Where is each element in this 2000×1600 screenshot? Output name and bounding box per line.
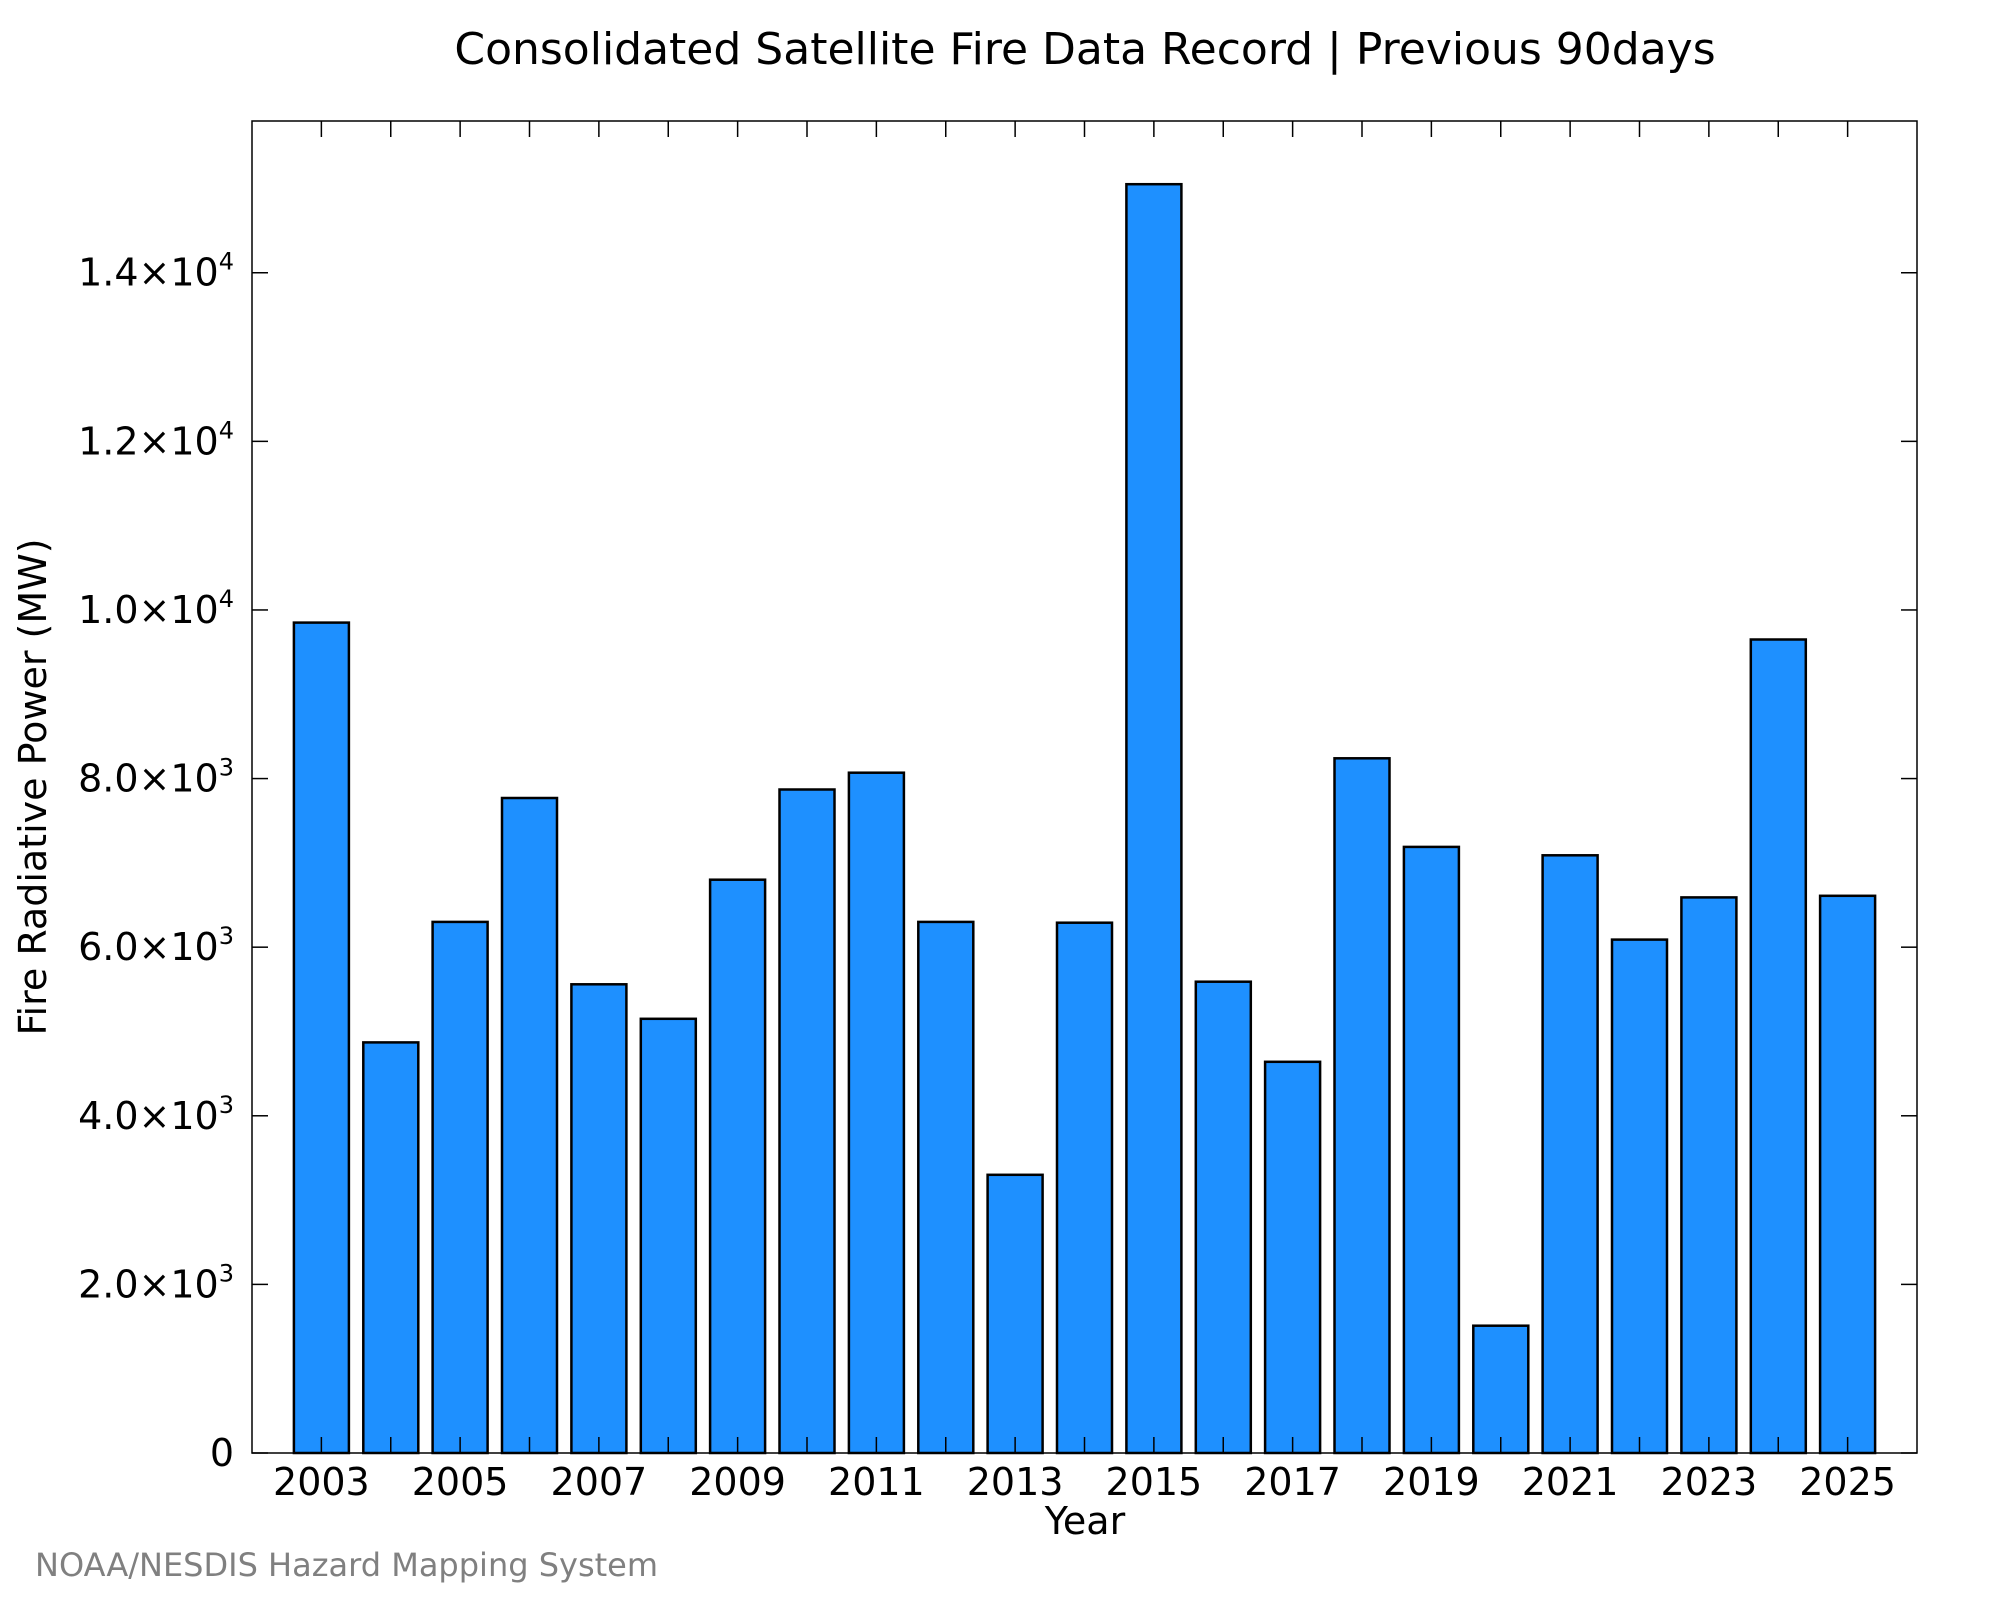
bar-2013 bbox=[986, 1173, 1044, 1455]
x-tick-label-2023: 2023 bbox=[1661, 1460, 1758, 1504]
bar-2008 bbox=[639, 1017, 698, 1455]
x-tick-labels: 2003 2005 2007 2009 2011 2013 2015 2017 2019 2021… bbox=[273, 1460, 1896, 1504]
y-tick-label: 1.2×104 bbox=[78, 416, 234, 463]
bar-2014 bbox=[1055, 921, 1114, 1455]
y-tick-label: 8.0×103 bbox=[78, 754, 234, 801]
y-tick-label: 0 bbox=[210, 1431, 234, 1475]
bar-2006 bbox=[500, 796, 559, 1455]
y-tick-labels: 0 2.0×103 4.0×103 6.0×103 8.0×103 1.0×104 1.2×… bbox=[78, 248, 234, 1475]
x-tick-label-2009: 2009 bbox=[689, 1460, 786, 1504]
bar-2004 bbox=[362, 1041, 420, 1455]
bar-2003 bbox=[292, 621, 351, 1455]
y-tick-label: 6.0×103 bbox=[78, 922, 234, 969]
bar-2009 bbox=[708, 878, 767, 1455]
bar-2015 bbox=[1125, 182, 1183, 1455]
bar-2021 bbox=[1541, 854, 1599, 1455]
y-tick-label: 2.0×103 bbox=[78, 1259, 234, 1306]
bar-2010 bbox=[778, 788, 836, 1455]
x-axis-label: Year bbox=[1044, 1499, 1126, 1543]
bar-2012 bbox=[917, 920, 975, 1455]
y-tick-label: 1.4×104 bbox=[78, 248, 234, 295]
bar-2017 bbox=[1263, 1060, 1322, 1455]
bar-2022 bbox=[1610, 938, 1669, 1455]
x-tick-label-2005: 2005 bbox=[412, 1460, 509, 1504]
x-tick-label-2017: 2017 bbox=[1244, 1460, 1341, 1504]
bar-2020 bbox=[1472, 1324, 1530, 1455]
bar-2005 bbox=[431, 920, 489, 1455]
x-tick-label-2015: 2015 bbox=[1106, 1460, 1203, 1504]
bar-2016 bbox=[1194, 980, 1253, 1455]
bar-2018 bbox=[1333, 757, 1391, 1455]
x-tick-label-2025: 2025 bbox=[1799, 1460, 1896, 1504]
x-tick-label-2007: 2007 bbox=[551, 1460, 648, 1504]
x-tick-label-2003: 2003 bbox=[273, 1460, 370, 1504]
y-tick-label: 4.0×103 bbox=[78, 1091, 234, 1138]
bar-2019 bbox=[1402, 845, 1461, 1455]
bar-2023 bbox=[1680, 896, 1738, 1455]
bars-group bbox=[292, 182, 1877, 1455]
x-tick-label-2011: 2011 bbox=[828, 1460, 925, 1504]
x-tick-label-2021: 2021 bbox=[1522, 1460, 1619, 1504]
bar-2007 bbox=[570, 983, 628, 1455]
bar-2024 bbox=[1749, 638, 1808, 1455]
chart-title: Consolidated Satellite Fire Data Record … bbox=[454, 24, 1715, 75]
y-tick-label: 1.0×104 bbox=[78, 585, 234, 632]
x-tick-label-2013: 2013 bbox=[967, 1460, 1064, 1504]
x-tick-label-2019: 2019 bbox=[1383, 1460, 1480, 1504]
bar-2011 bbox=[847, 771, 906, 1455]
plot-frame bbox=[251, 120, 1918, 1454]
credit-text: NOAA/NESDIS Hazard Mapping System bbox=[35, 1546, 658, 1584]
bar-2025 bbox=[1818, 894, 1877, 1455]
y-axis-label: Fire Radiative Power (MW) bbox=[11, 538, 55, 1035]
